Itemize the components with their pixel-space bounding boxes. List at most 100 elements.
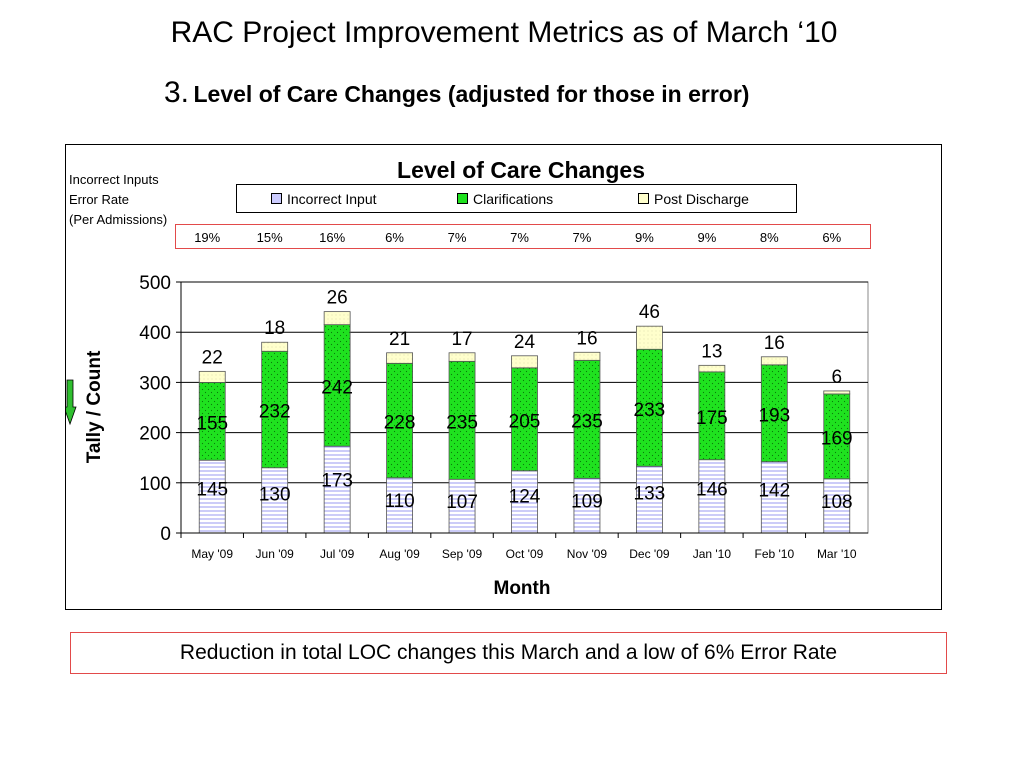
chart-svg: Level of Care Changes 145155221302321817… xyxy=(66,157,869,599)
x-tick-label: Sep '09 xyxy=(442,547,483,561)
data-label-clarifications: 235 xyxy=(571,411,603,432)
error-rate-value: 16% xyxy=(319,230,346,245)
legend-label: Post Discharge xyxy=(654,191,749,207)
y-tick-label: 500 xyxy=(139,273,171,294)
error-rate-note-line: Incorrect Inputs xyxy=(69,172,159,187)
error-rate-value: 7% xyxy=(572,230,592,245)
data-label-post-discharge: 6 xyxy=(831,367,842,388)
x-tick-label: Nov '09 xyxy=(567,547,608,561)
bar-segment-post-discharge xyxy=(386,352,413,364)
x-tick-label: Mar '10 xyxy=(817,547,857,561)
data-label-clarifications: 155 xyxy=(196,413,228,434)
x-tick-label: May '09 xyxy=(191,547,233,561)
data-label-clarifications: 232 xyxy=(259,402,291,423)
data-label-post-discharge: 24 xyxy=(514,332,536,353)
y-tick-label: 0 xyxy=(160,524,171,545)
data-label-incorrect-input: 133 xyxy=(634,484,666,505)
bar-segment-post-discharge xyxy=(198,370,226,383)
error-rate-value: 8% xyxy=(759,230,779,245)
y-axis-label: Tally / Count xyxy=(84,350,105,463)
bar-segment-post-discharge xyxy=(823,390,851,395)
bar-segment-clarifications xyxy=(511,367,538,472)
data-label-post-discharge: 16 xyxy=(764,333,785,354)
bar-segment-incorrect-input xyxy=(261,467,289,534)
x-tick-label: Aug '09 xyxy=(379,547,420,561)
bar-segment-post-discharge xyxy=(698,364,726,373)
data-label-clarifications: 205 xyxy=(509,411,541,432)
x-tick-label: Jun '09 xyxy=(256,547,295,561)
error-rate-value: 15% xyxy=(256,230,283,245)
bar-segment-post-discharge xyxy=(760,356,788,366)
data-label-clarifications: 193 xyxy=(758,405,790,426)
bar-segment-clarifications xyxy=(698,371,726,461)
bar-layer xyxy=(198,311,851,534)
subtitle-text: Level of Care Changes (adjusted for thos… xyxy=(193,81,750,107)
bar-segment-post-discharge xyxy=(573,351,601,361)
bar-segment-post-discharge xyxy=(636,325,663,350)
slide-subtitle: 3. Level of Care Changes (adjusted for t… xyxy=(164,76,749,110)
bar-segment-clarifications xyxy=(636,348,663,467)
bar-segment-incorrect-input xyxy=(573,477,601,534)
bar-segment-incorrect-input xyxy=(323,445,351,534)
data-label-incorrect-input: 124 xyxy=(509,487,541,508)
data-label-post-discharge: 16 xyxy=(576,328,597,349)
down-arrow-icon xyxy=(66,379,77,426)
legend-label: Incorrect Input xyxy=(287,191,377,207)
data-label-post-discharge: 26 xyxy=(327,288,348,309)
data-label-post-discharge: 22 xyxy=(202,347,223,368)
error-rate-value: 6% xyxy=(385,230,404,245)
error-rate-row: 19% 15% 16% 6% 7% 7% 7% 9% 9% 8% 6% xyxy=(175,224,871,249)
data-label-clarifications: 169 xyxy=(821,428,853,449)
bar-segment-incorrect-input xyxy=(511,470,538,534)
x-axis-label: Month xyxy=(494,578,551,599)
x-tick-label: Jan '10 xyxy=(693,547,732,561)
bar-segment-post-discharge xyxy=(448,352,476,362)
axis-layer: 0 100 200 300 400 500 May '09 Jun '09 Jul '09 Aug… xyxy=(139,273,868,561)
data-label-incorrect-input: 109 xyxy=(571,491,603,512)
data-label-incorrect-input: 173 xyxy=(321,471,353,492)
legend-item-clarifications: Clarifications xyxy=(457,191,553,207)
data-label-incorrect-input: 110 xyxy=(384,491,414,512)
bar-segment-incorrect-input xyxy=(823,478,851,534)
bar-segment-incorrect-input xyxy=(698,459,726,534)
error-rate-note-line: (Per Admissions) xyxy=(69,212,168,227)
bar-segment-post-discharge xyxy=(511,355,538,369)
data-label-incorrect-input: 108 xyxy=(821,492,853,513)
data-label-post-discharge: 17 xyxy=(451,329,472,350)
error-rate-note-line: Error Rate xyxy=(69,192,129,207)
data-label-clarifications: 233 xyxy=(634,400,666,421)
bar-segment-clarifications xyxy=(323,324,351,447)
y-tick-label: 300 xyxy=(139,373,171,394)
data-label-post-discharge: 46 xyxy=(639,302,660,323)
bar-segment-clarifications xyxy=(760,364,788,463)
x-tick-label: Oct '09 xyxy=(506,547,544,561)
error-rate-value: 7% xyxy=(510,230,529,245)
y-tick-label: 400 xyxy=(139,323,171,344)
data-label-post-discharge: 18 xyxy=(264,318,285,339)
y-tick-label: 100 xyxy=(139,474,171,495)
error-rate-value: 6% xyxy=(822,230,842,245)
data-label-clarifications: 235 xyxy=(446,412,478,433)
data-label-clarifications: 175 xyxy=(696,408,728,429)
summary-box: Reduction in total LOC changes this Marc… xyxy=(70,632,947,674)
error-rate-value: 7% xyxy=(447,230,467,245)
legend-swatch-clarifications xyxy=(457,193,468,204)
data-label-incorrect-input: 130 xyxy=(259,485,291,506)
legend-swatch-incorrect-input xyxy=(271,193,282,204)
legend-label: Clarifications xyxy=(473,191,554,207)
slide-title: RAC Project Improvement Metrics as of Ma… xyxy=(170,16,838,49)
x-tick-label: Dec '09 xyxy=(629,547,670,561)
error-rate-value: 9% xyxy=(635,230,654,245)
data-label-incorrect-input: 145 xyxy=(196,480,228,501)
legend-item-incorrect-input: Incorrect Input xyxy=(271,191,377,207)
data-label-clarifications: 228 xyxy=(384,413,416,434)
data-label-incorrect-input: 107 xyxy=(446,492,478,513)
bar-segment-clarifications xyxy=(823,393,851,480)
data-label-post-discharge: 13 xyxy=(701,341,722,362)
bar-segment-incorrect-input xyxy=(636,465,663,534)
chart-title: Level of Care Changes xyxy=(397,157,645,183)
subtitle-number: 3. xyxy=(164,76,190,109)
legend-item-post-discharge: Post Discharge xyxy=(638,191,749,207)
data-label-incorrect-input: 146 xyxy=(696,479,728,500)
label-layer: 145 155 22 130 232 18 173 242 26 110 228 21 107 235 17… xyxy=(196,288,852,513)
